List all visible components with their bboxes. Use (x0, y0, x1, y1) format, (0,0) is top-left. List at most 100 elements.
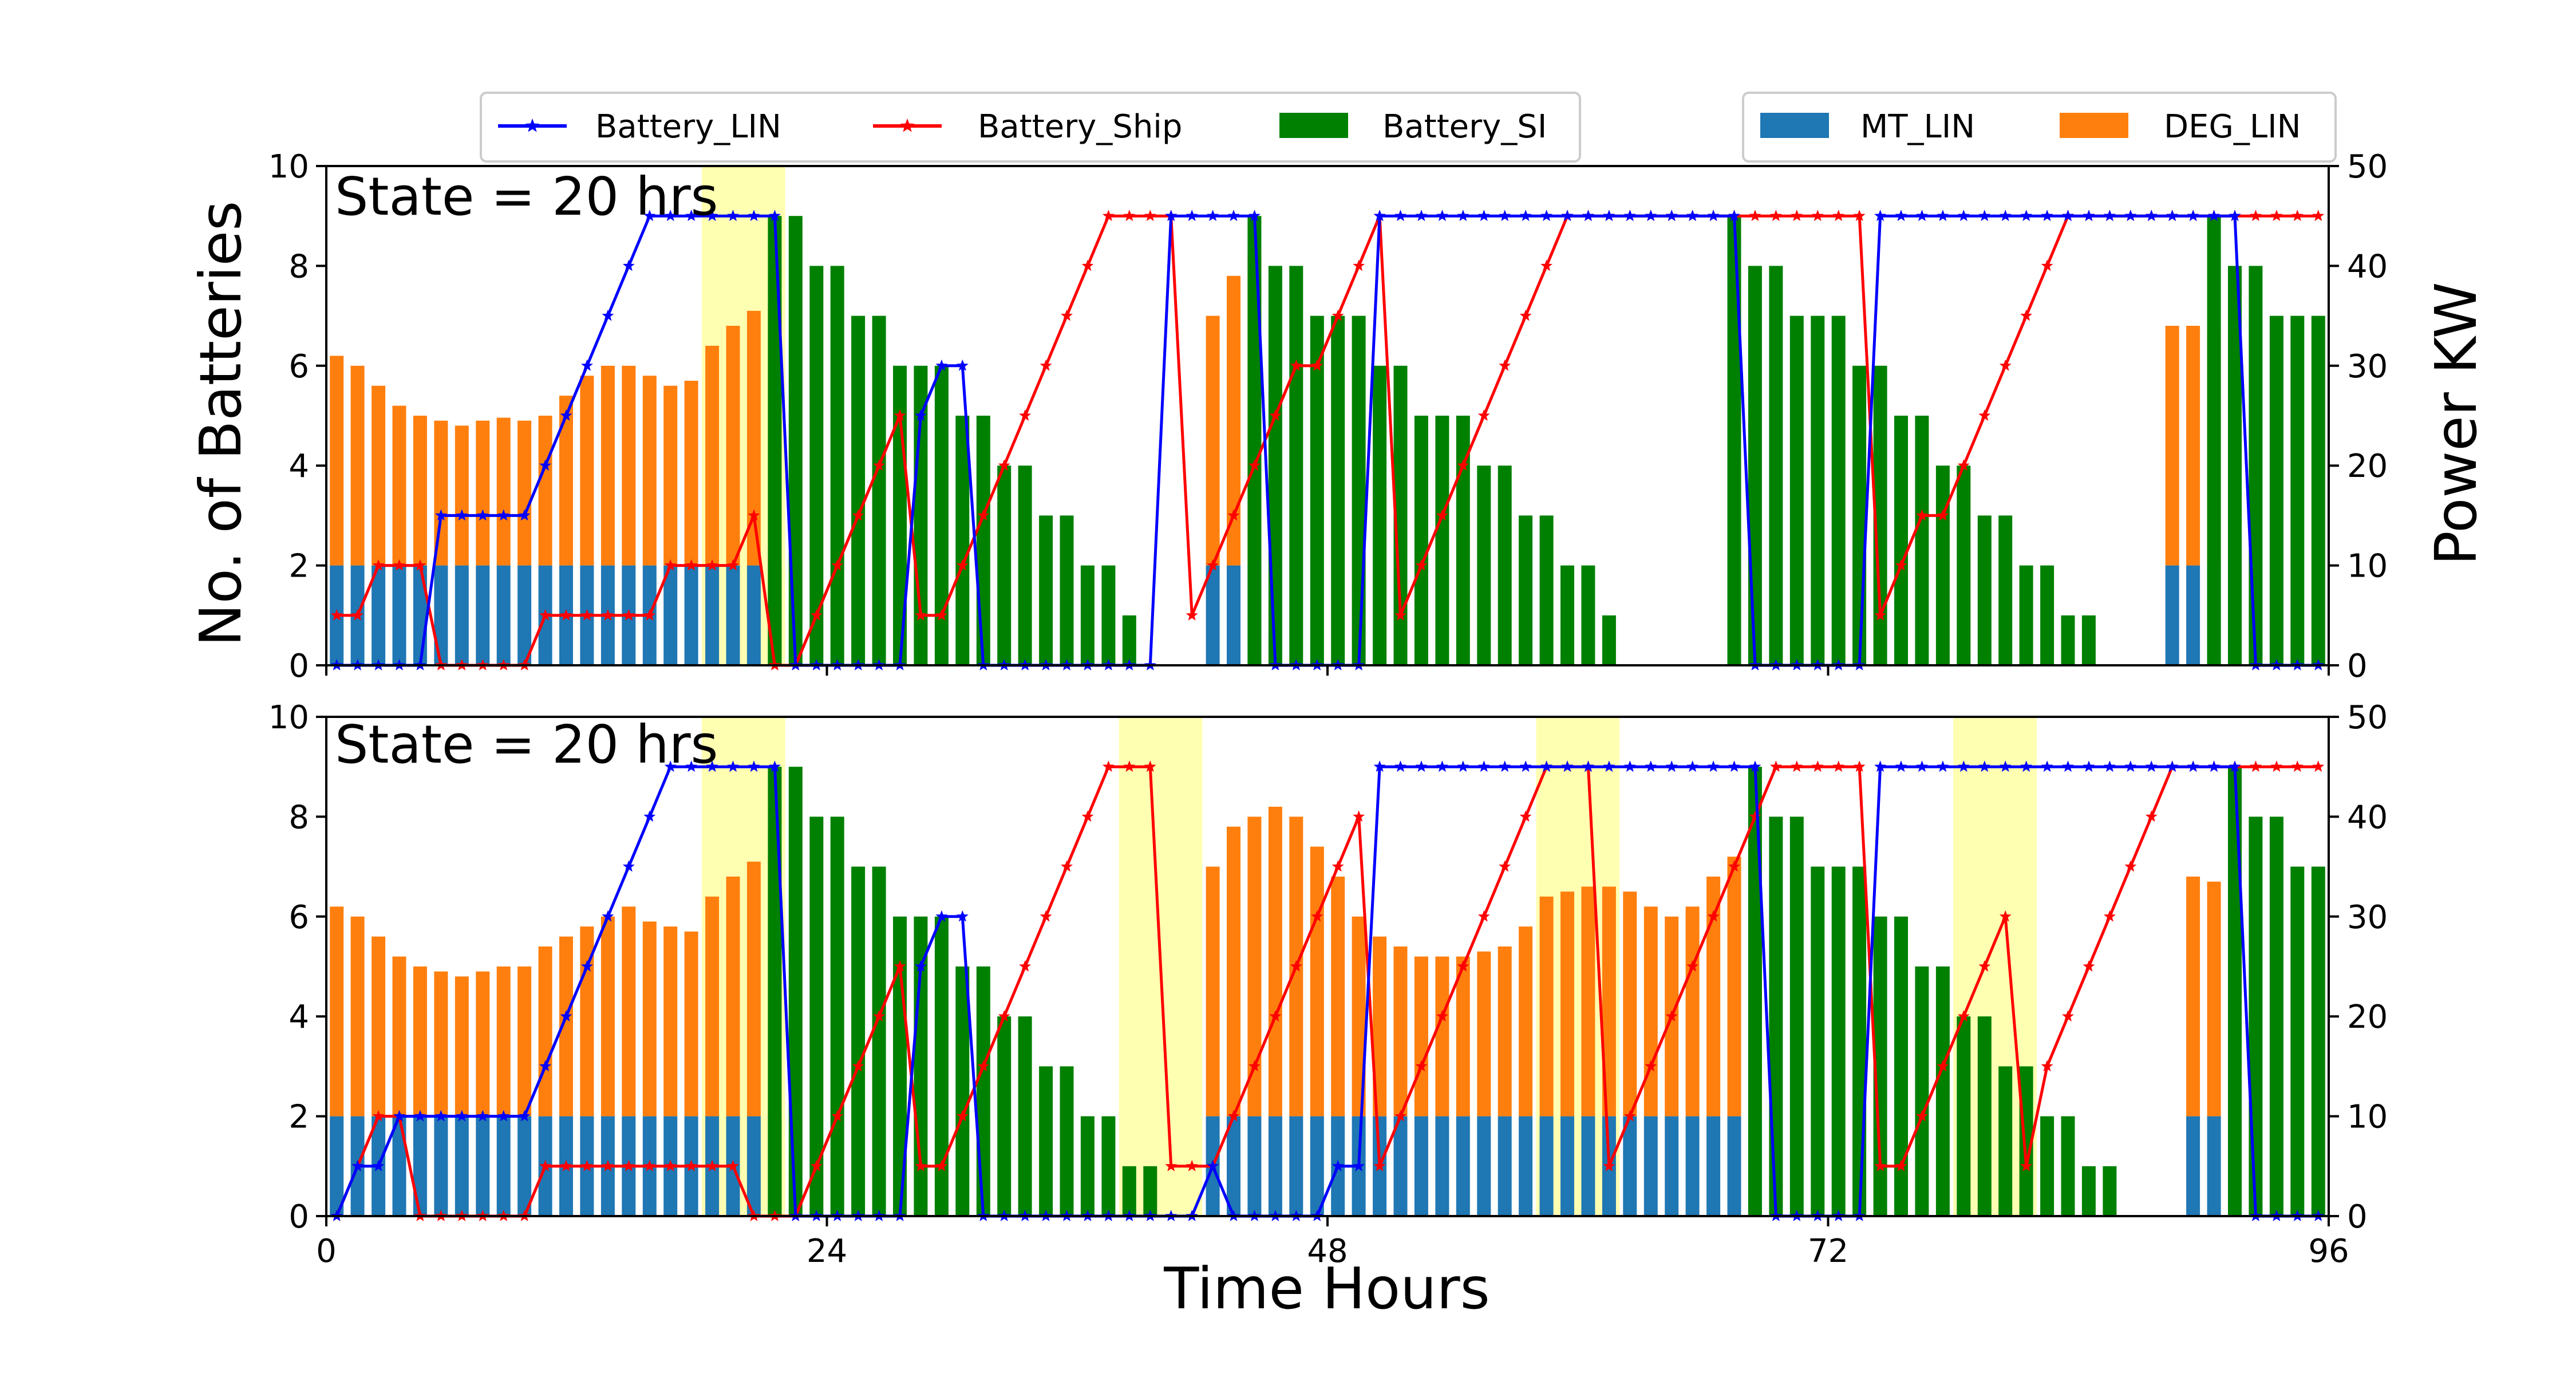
marker-battery-lin (1373, 210, 1386, 222)
marker-battery-ship (1269, 1010, 1282, 1022)
marker-battery-lin (1603, 760, 1615, 772)
marker-battery-ship (1081, 810, 1094, 822)
marker-battery-ship (894, 960, 906, 972)
bar-mt-lin (496, 565, 511, 665)
bar-deg-lin (600, 365, 615, 566)
marker-battery-ship (915, 609, 927, 621)
bar-battery-si (955, 416, 970, 665)
marker-battery-ship (2041, 1060, 2053, 1072)
marker-battery-ship (1061, 309, 1073, 321)
marker-battery-lin (2062, 210, 2074, 222)
marker-battery-lin (2020, 210, 2033, 222)
marker-battery-lin (1415, 210, 1428, 222)
bar-battery-si (2103, 1166, 2117, 1216)
marker-battery-ship (1707, 910, 1720, 922)
bar-deg-lin (496, 966, 511, 1116)
marker-battery-ship (1957, 1010, 1970, 1022)
marker-battery-lin (1477, 210, 1490, 222)
bar-battery-si (1519, 515, 1533, 665)
bar-battery-si (976, 966, 990, 1216)
bar-battery-si (1539, 515, 1554, 665)
marker-battery-lin (2229, 760, 2241, 772)
marker-battery-ship (1916, 509, 1928, 521)
legend-swatch-deg-lin (2060, 113, 2128, 138)
bar-deg-lin (726, 877, 740, 1116)
bar-battery-si (1748, 767, 1762, 1216)
bar-battery-si (1289, 266, 1303, 665)
marker-battery-lin (2124, 210, 2137, 222)
bar-deg-lin (350, 365, 365, 566)
bar-battery-si (2061, 1116, 2075, 1216)
bar-deg-lin (1685, 906, 1700, 1116)
marker-battery-lin (1895, 760, 1907, 772)
marker-battery-lin (748, 210, 760, 222)
marker-battery-ship (1665, 1010, 1678, 1022)
marker-battery-ship (1499, 359, 1511, 371)
bar-battery-si (2290, 866, 2305, 1216)
bar-battery-si (997, 465, 1012, 665)
bar-battery-si (851, 866, 866, 1216)
marker-battery-ship (602, 609, 614, 621)
marker-battery-lin (664, 760, 677, 772)
marker-battery-ship (1832, 210, 1845, 222)
bar-battery-si (1039, 1066, 1053, 1216)
marker-battery-lin (1874, 210, 1887, 222)
bar-battery-si (809, 266, 824, 665)
bar-deg-lin (1227, 275, 1240, 566)
marker-battery-lin (539, 1060, 552, 1072)
marker-battery-lin (1937, 210, 1949, 222)
bar-battery-si (1101, 565, 1116, 665)
legend-label-battery-si: Battery_SI (1382, 108, 1547, 145)
bar-deg-lin (1727, 857, 1741, 1116)
bar-mt-lin (392, 565, 406, 665)
marker-battery-lin (1978, 760, 1991, 772)
marker-battery-lin (1728, 210, 1740, 222)
marker-battery-ship (1978, 409, 1991, 421)
bar-battery-si (2081, 1166, 2096, 1216)
bar-battery-si (2290, 315, 2305, 665)
marker-battery-lin (935, 359, 948, 371)
marker-battery-ship (2291, 760, 2304, 772)
bar-mt-lin (1685, 1116, 1700, 1216)
bar-battery-si (1143, 1166, 1157, 1216)
bar-battery-si (851, 315, 866, 665)
bar-battery-si (1811, 866, 1825, 1216)
marker-battery-lin (2145, 760, 2158, 772)
bar-deg-lin (330, 906, 344, 1116)
marker-battery-lin (1394, 210, 1406, 222)
marker-battery-lin (1165, 210, 1178, 222)
bar-battery-si (1581, 565, 1595, 665)
bar-battery-si (1915, 416, 1929, 665)
bar-battery-si (1748, 266, 1762, 665)
marker-battery-lin (622, 259, 635, 271)
marker-battery-lin (414, 1110, 426, 1122)
bar-deg-lin (622, 906, 636, 1116)
bar-battery-si (872, 315, 886, 665)
bar-deg-lin (1331, 877, 1345, 1116)
marker-battery-ship (1957, 459, 1970, 471)
marker-battery-lin (2041, 760, 2053, 772)
marker-battery-lin (1645, 210, 1657, 222)
legend-left-frame (480, 92, 1581, 163)
marker-battery-ship (1916, 1110, 1928, 1122)
marker-battery-lin (2083, 760, 2095, 772)
bar-deg-lin (1581, 886, 1595, 1116)
marker-battery-ship (372, 559, 385, 571)
y-tick-label-left: 10 (268, 699, 309, 736)
marker-battery-ship (1227, 509, 1240, 521)
marker-battery-ship (706, 1159, 718, 1171)
marker-battery-lin (685, 210, 698, 222)
bar-deg-lin (559, 396, 573, 566)
legend-label-battery-ship: Battery_Ship (978, 108, 1182, 145)
bar-battery-si (2061, 615, 2075, 665)
marker-battery-ship (2312, 760, 2325, 772)
marker-battery-ship (1353, 259, 1365, 271)
bar-battery-si (1477, 465, 1491, 665)
bar-battery-si (934, 365, 949, 665)
marker-battery-lin (434, 509, 447, 521)
marker-battery-ship (1415, 559, 1428, 571)
legend-swatch-mt-lin (1760, 113, 1829, 138)
bar-battery-si (1789, 315, 1804, 665)
marker-battery-ship (1394, 609, 1406, 621)
line-battery-ship-top (337, 214, 2318, 667)
